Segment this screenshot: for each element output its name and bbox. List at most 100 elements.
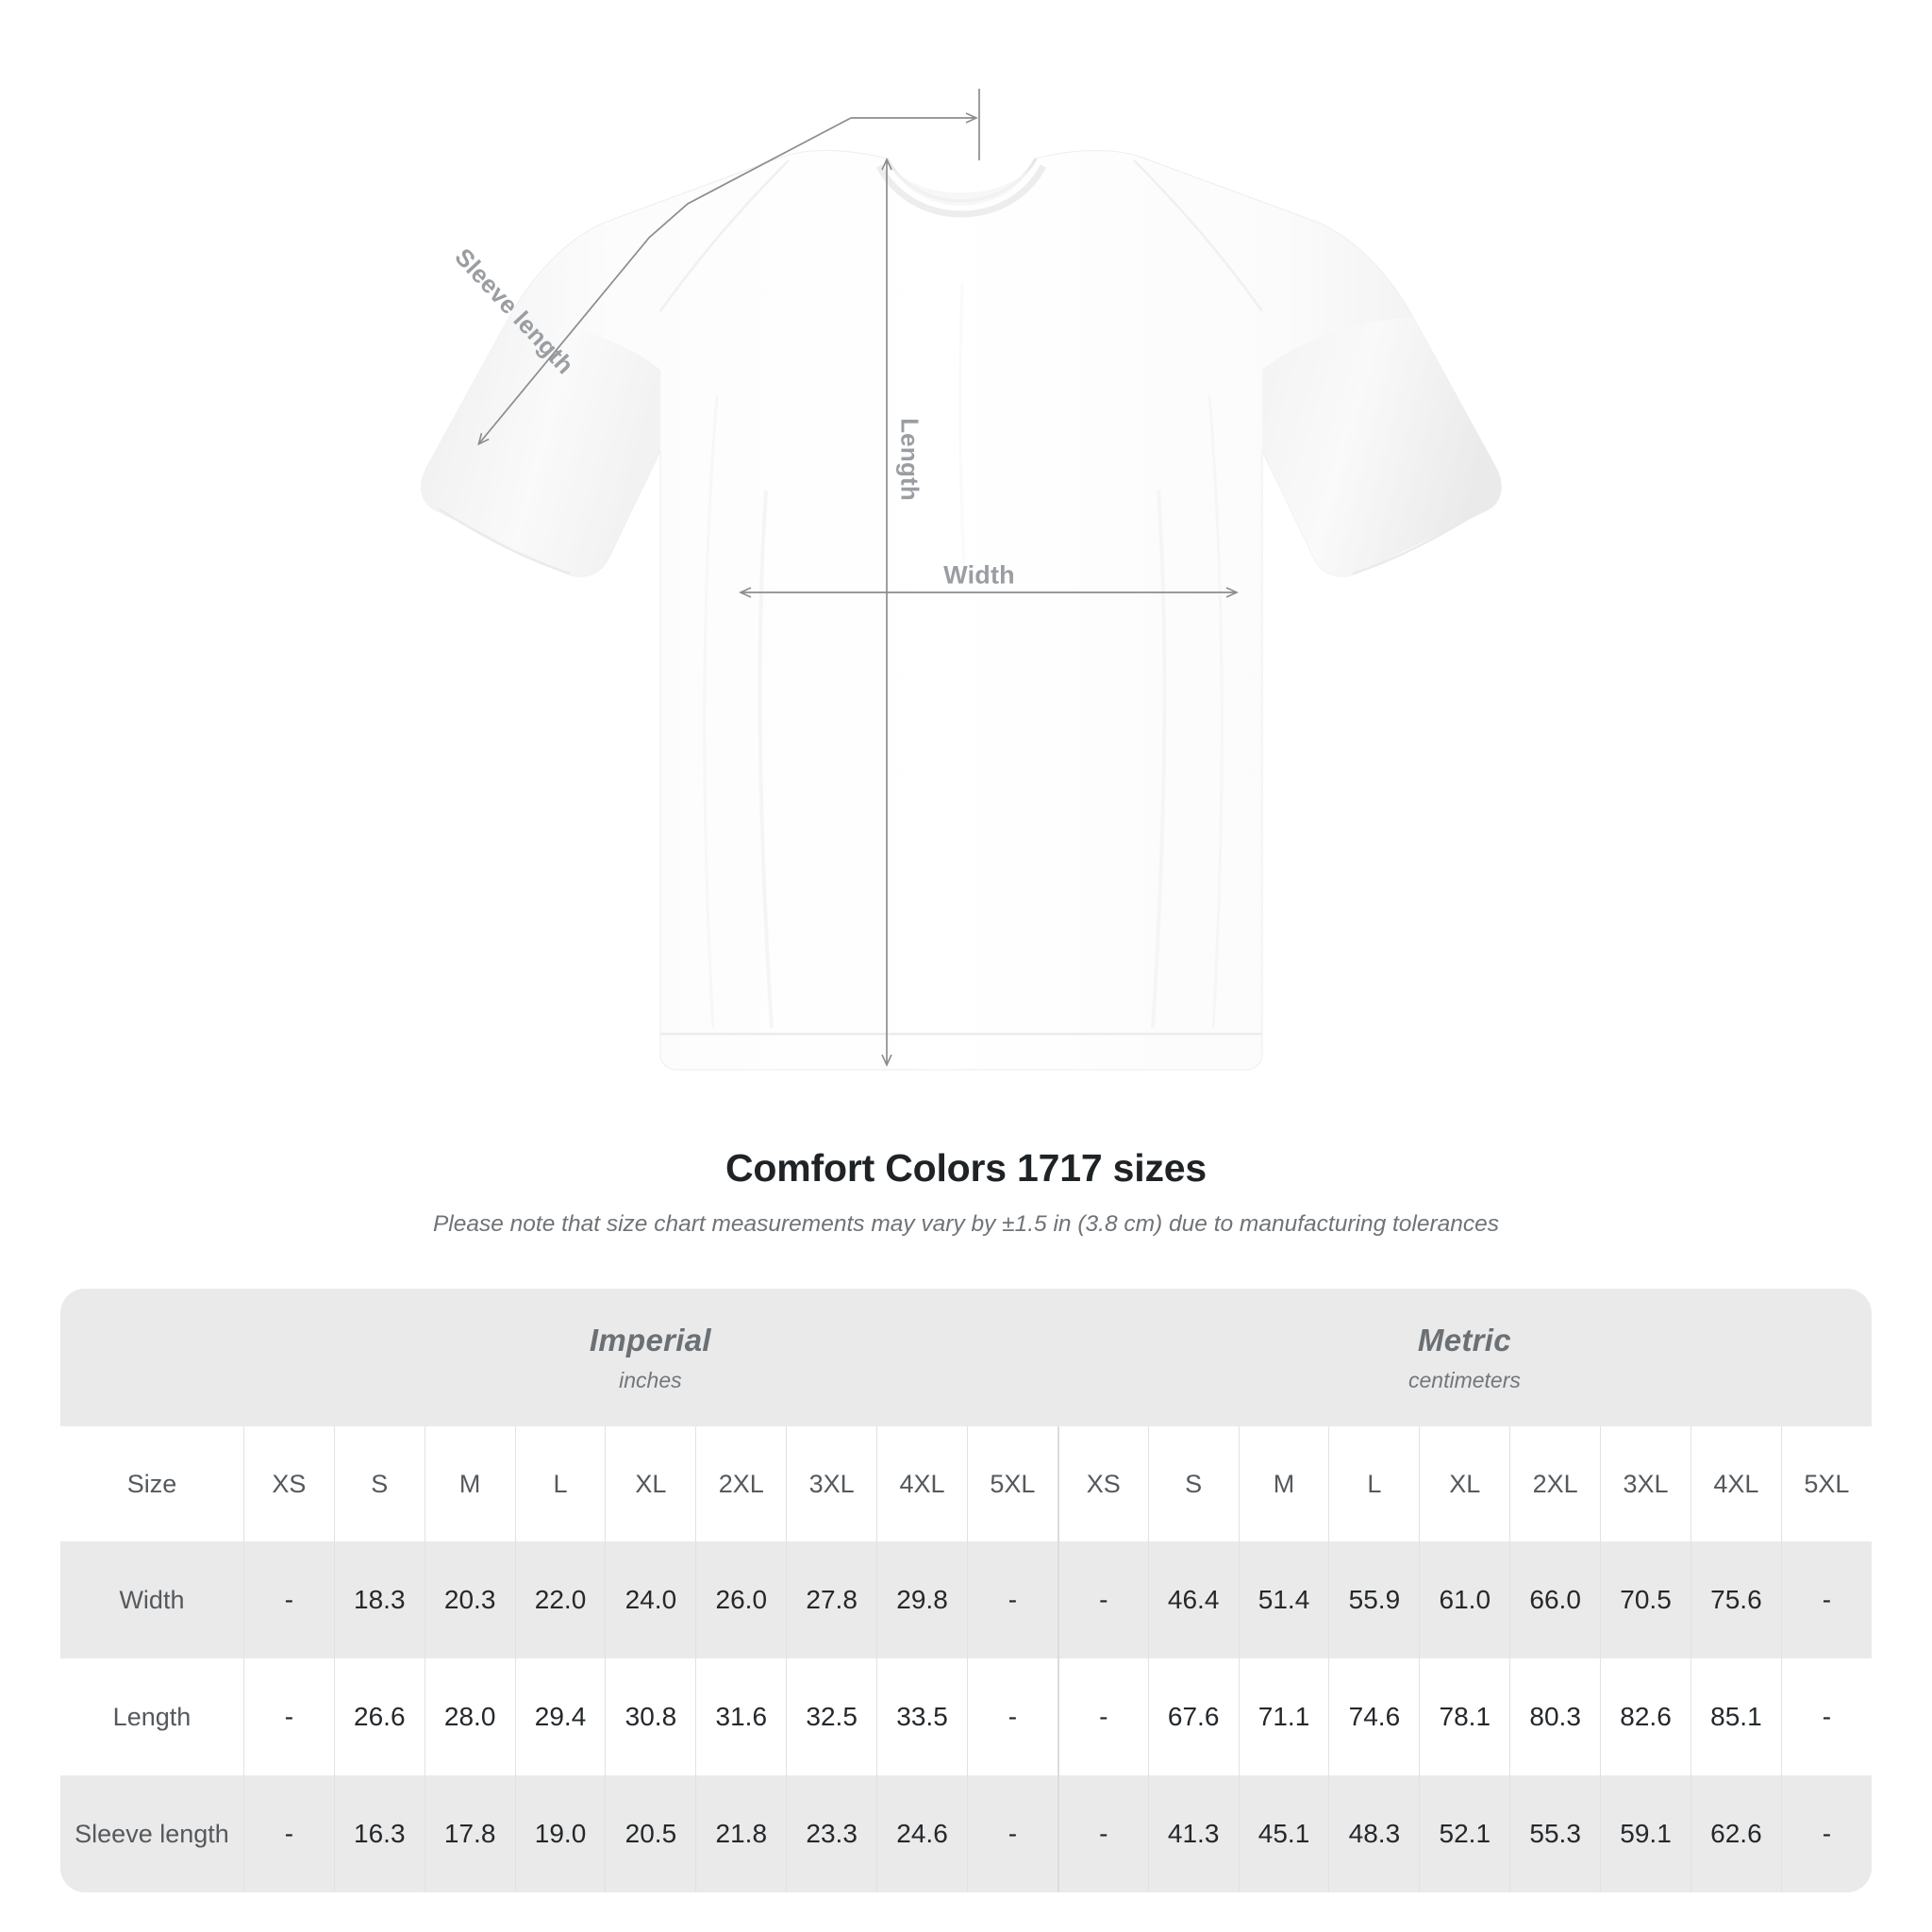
cell-width-met-s: 46.4 — [1147, 1541, 1239, 1658]
cell-length-met-xs: - — [1057, 1658, 1148, 1775]
unit-metric-name: Metric — [1417, 1322, 1511, 1357]
cell-sleeve-met-l: 48.3 — [1328, 1775, 1420, 1892]
cell-sleeve-imp-2xl: 21.8 — [695, 1775, 787, 1892]
cell-sleeve-met-5xl: - — [1780, 1775, 1872, 1892]
page-title: Comfort Colors 1717 sizes — [725, 1146, 1207, 1190]
cell-sleeve-imp-l: 19.0 — [514, 1775, 606, 1892]
unit-metric-cell: Metric centimeters — [1057, 1289, 1872, 1426]
cell-sleeve-imp-xl: 20.5 — [605, 1775, 696, 1892]
size-header-imperial-m: M — [424, 1426, 515, 1541]
tshirt-illustration — [421, 89, 1502, 1071]
cell-width-met-2xl: 66.0 — [1509, 1541, 1601, 1658]
cell-sleeve-imp-3xl: 23.3 — [786, 1775, 877, 1892]
length-label: Length — [895, 418, 924, 501]
table-row: Width - 18.3 20.3 22.0 24.0 26.0 27.8 29… — [60, 1541, 1872, 1658]
size-header-metric-2xl: 2XL — [1509, 1426, 1601, 1541]
table-row: Length - 26.6 28.0 29.4 30.8 31.6 32.5 3… — [60, 1658, 1872, 1775]
size-header-imperial-5xl: 5XL — [966, 1426, 1058, 1541]
size-header-imperial-4xl: 4XL — [876, 1426, 967, 1541]
unit-header-row: Imperial inches Metric centimeters — [60, 1289, 1872, 1426]
cell-length-imp-5xl: - — [966, 1658, 1058, 1775]
cell-length-met-5xl: - — [1780, 1658, 1872, 1775]
size-header-imperial-s: S — [333, 1426, 425, 1541]
row-label-length: Length — [60, 1658, 243, 1775]
cell-width-imp-m: 20.3 — [424, 1541, 515, 1658]
cell-width-imp-xs: - — [242, 1541, 334, 1658]
cell-length-met-l: 74.6 — [1328, 1658, 1420, 1775]
size-header-metric-3xl: 3XL — [1600, 1426, 1690, 1541]
cell-length-met-4xl: 85.1 — [1690, 1658, 1781, 1775]
cell-sleeve-imp-s: 16.3 — [333, 1775, 425, 1892]
size-header-metric-4xl: 4XL — [1690, 1426, 1781, 1541]
cell-sleeve-met-s: 41.3 — [1147, 1775, 1239, 1892]
row-label-width: Width — [60, 1541, 243, 1658]
cell-length-imp-xs: - — [242, 1658, 334, 1775]
cell-sleeve-met-3xl: 59.1 — [1600, 1775, 1690, 1892]
cell-width-imp-5xl: - — [966, 1541, 1058, 1658]
cell-width-imp-xl: 24.0 — [605, 1541, 696, 1658]
cell-sleeve-met-2xl: 55.3 — [1509, 1775, 1601, 1892]
cell-length-imp-s: 26.6 — [333, 1658, 425, 1775]
cell-width-imp-2xl: 26.0 — [695, 1541, 787, 1658]
cell-length-met-s: 67.6 — [1147, 1658, 1239, 1775]
size-header-imperial-xl: XL — [605, 1426, 696, 1541]
size-header-imperial-3xl: 3XL — [786, 1426, 877, 1541]
cell-length-imp-l: 29.4 — [514, 1658, 606, 1775]
unit-spacer-cell — [60, 1289, 243, 1426]
cell-sleeve-imp-xs: - — [242, 1775, 334, 1892]
cell-width-met-5xl: - — [1780, 1541, 1872, 1658]
size-header-metric-s: S — [1147, 1426, 1239, 1541]
cell-width-met-l: 55.9 — [1328, 1541, 1420, 1658]
tshirt-body — [421, 149, 1502, 1071]
measurement-lines — [477, 89, 1239, 1067]
size-header-row: Size XS S M L XL 2XL 3XL 4XL 5XL XS S M … — [60, 1426, 1872, 1541]
tolerance-note: Please note that size chart measurements… — [432, 1211, 1500, 1237]
unit-imperial-cell: Imperial inches — [242, 1289, 1058, 1426]
cell-width-imp-3xl: 27.8 — [786, 1541, 877, 1658]
size-header-metric-xl: XL — [1419, 1426, 1510, 1541]
size-header-metric-m: M — [1238, 1426, 1329, 1541]
cell-sleeve-imp-5xl: - — [966, 1775, 1058, 1892]
chart-heading-block: Comfort Colors 1717 sizes Please note th… — [0, 1146, 1932, 1238]
cell-width-imp-l: 22.0 — [514, 1541, 606, 1658]
unit-imperial-sub: inches — [619, 1367, 682, 1392]
cell-width-met-3xl: 70.5 — [1600, 1541, 1690, 1658]
size-header-imperial-2xl: 2XL — [695, 1426, 787, 1541]
cell-length-met-2xl: 80.3 — [1509, 1658, 1601, 1775]
size-header-metric-xs: XS — [1057, 1426, 1148, 1541]
row-label-sleeve-length: Sleeve length — [60, 1775, 243, 1892]
cell-length-imp-xl: 30.8 — [605, 1658, 696, 1775]
unit-imperial-name: Imperial — [589, 1322, 711, 1357]
size-column-label: Size — [60, 1426, 243, 1541]
cell-sleeve-met-xl: 52.1 — [1419, 1775, 1510, 1892]
cell-width-met-m: 51.4 — [1238, 1541, 1329, 1658]
size-header-imperial-xs: XS — [242, 1426, 334, 1541]
cell-width-met-4xl: 75.6 — [1690, 1541, 1781, 1658]
cell-width-met-xl: 61.0 — [1419, 1541, 1510, 1658]
cell-width-imp-s: 18.3 — [333, 1541, 425, 1658]
cell-length-met-3xl: 82.6 — [1600, 1658, 1690, 1775]
tshirt-measurement-diagram: Sleeve length Length Width — [421, 89, 1502, 1071]
cell-sleeve-imp-4xl: 24.6 — [876, 1775, 967, 1892]
table-row: Sleeve length - 16.3 17.8 19.0 20.5 21.8… — [60, 1775, 1872, 1892]
size-header-imperial-l: L — [514, 1426, 606, 1541]
cell-sleeve-met-4xl: 62.6 — [1690, 1775, 1781, 1892]
cell-width-met-xs: - — [1057, 1541, 1148, 1658]
cell-length-imp-m: 28.0 — [424, 1658, 515, 1775]
cell-sleeve-met-m: 45.1 — [1238, 1775, 1329, 1892]
cell-width-imp-4xl: 29.8 — [876, 1541, 967, 1658]
sleeve-diagonal-line — [477, 117, 852, 446]
cell-sleeve-met-xs: - — [1057, 1775, 1148, 1892]
cell-length-met-xl: 78.1 — [1419, 1658, 1510, 1775]
size-header-metric-l: L — [1328, 1426, 1420, 1541]
cell-length-imp-3xl: 32.5 — [786, 1658, 877, 1775]
width-label: Width — [943, 560, 1015, 590]
cell-sleeve-imp-m: 17.8 — [424, 1775, 515, 1892]
cell-length-imp-4xl: 33.5 — [876, 1658, 967, 1775]
cell-length-imp-2xl: 31.6 — [695, 1658, 787, 1775]
unit-metric-sub: centimeters — [1407, 1367, 1521, 1392]
cell-length-met-m: 71.1 — [1238, 1658, 1329, 1775]
size-header-metric-5xl: 5XL — [1780, 1426, 1872, 1541]
size-chart-table: Imperial inches Metric centimeters Size … — [60, 1289, 1872, 1892]
